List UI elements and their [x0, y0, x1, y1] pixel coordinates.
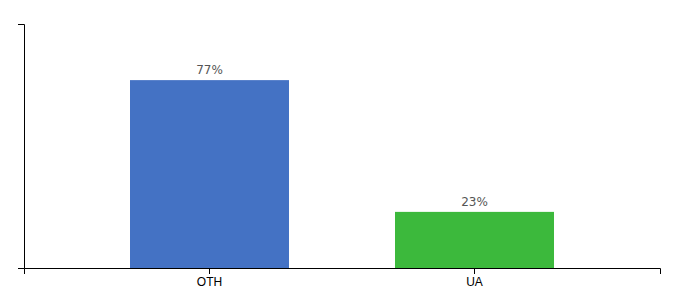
plot: OTH UA 77% 23% — [18, 25, 661, 289]
data-label: 77% — [196, 63, 223, 77]
x-tick: UA — [466, 268, 483, 289]
bar — [130, 80, 289, 268]
x-tick-label: OTH — [197, 275, 222, 289]
bars — [130, 80, 554, 268]
x-axis-line — [25, 269, 661, 275]
x-tick-mark — [209, 268, 210, 274]
data-labels: 77% 23% — [196, 63, 488, 209]
chart: OTH UA 77% 23% — [0, 0, 680, 300]
bar — [395, 212, 554, 268]
x-axis: OTH UA — [25, 268, 661, 289]
y-axis — [18, 25, 25, 269]
x-tick-mark — [474, 268, 475, 274]
y-axis-line — [18, 25, 25, 269]
x-tick: OTH — [197, 268, 222, 289]
x-tick-label: UA — [466, 275, 483, 289]
data-label: 23% — [461, 195, 488, 209]
